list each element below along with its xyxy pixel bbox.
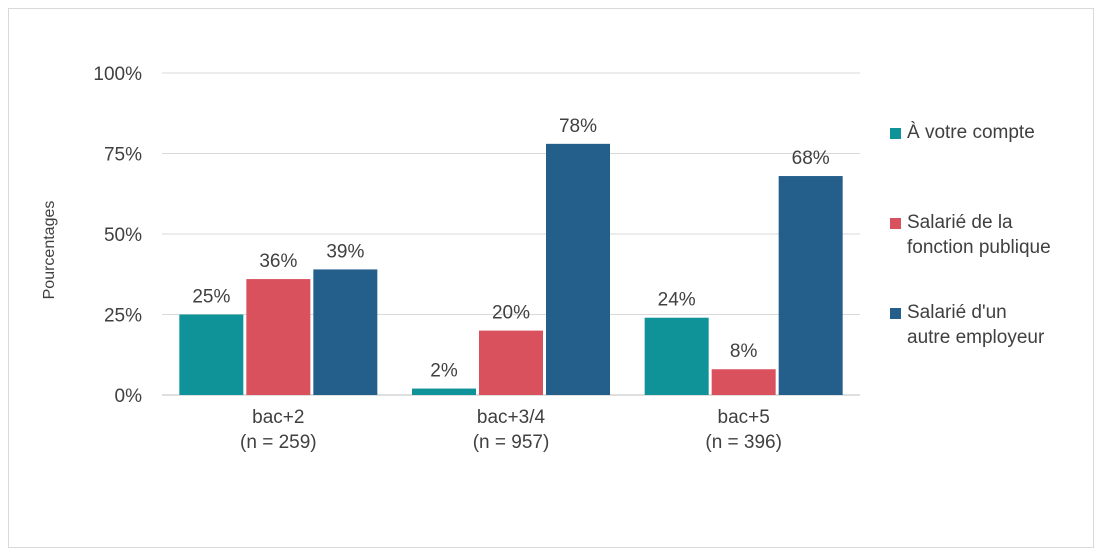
legend-label-line: Salarié d'un [907,302,1007,323]
legend-label-line: autre employeur [907,327,1045,348]
legend-label-line: Salarié de la [907,212,1013,233]
bars [179,143,843,395]
legend-swatch [890,308,901,319]
x-category-label: bac+3/4 [477,407,546,428]
bar [778,176,843,395]
bar [246,279,311,395]
legend-label: À votre compte [907,120,1035,145]
data-label: 36% [259,251,297,272]
data-label: 39% [326,241,364,262]
legend-swatch [890,128,901,139]
bar [546,143,610,395]
data-labels: 25% 36% 39% 2% 20% 78% 24% 8% 68% [192,116,829,382]
bar [412,388,476,395]
data-label: 2% [430,361,458,382]
bar [313,269,378,395]
y-tick-label: 25% [104,306,142,327]
x-category-label: (n = 259) [240,432,317,453]
x-axis-categories: bac+2 (n = 259) bac+3/4 (n = 957) bac+5 (n = … [240,407,782,453]
bar [179,314,244,395]
y-tick-label: 100% [93,64,142,85]
legend-item: À votre compte [890,120,1035,145]
x-category-label: (n = 957) [473,432,550,453]
legend-item: Salarié de la fonction publique [890,210,1051,260]
y-tick-label: 0% [115,386,143,407]
x-category-label: (n = 396) [705,432,782,453]
legend-item: Salarié d'un autre employeur [890,300,1044,350]
legend-label: Salarié d'un autre employeur [907,300,1044,350]
y-tick-label: 50% [104,225,142,246]
data-label: 24% [658,290,696,311]
data-label: 8% [730,341,758,362]
y-axis-title: Pourcentages [41,201,58,300]
legend-swatch [890,218,901,229]
data-label: 20% [492,303,530,324]
x-category-label: bac+5 [718,407,770,428]
legend-label: Salarié de la fonction publique [907,210,1051,260]
legend-label-line: fonction publique [907,237,1051,258]
x-category-label: bac+2 [252,407,304,428]
bar [644,317,709,395]
data-label: 68% [792,148,830,169]
bar [479,330,543,395]
bar [711,369,776,395]
y-axis-ticks: 0% 25% 50% 75% 100% [93,64,142,407]
data-label: 78% [559,116,597,137]
data-label: 25% [192,287,230,308]
legend-label-line: À votre compte [907,122,1035,143]
y-tick-label: 75% [104,145,142,166]
